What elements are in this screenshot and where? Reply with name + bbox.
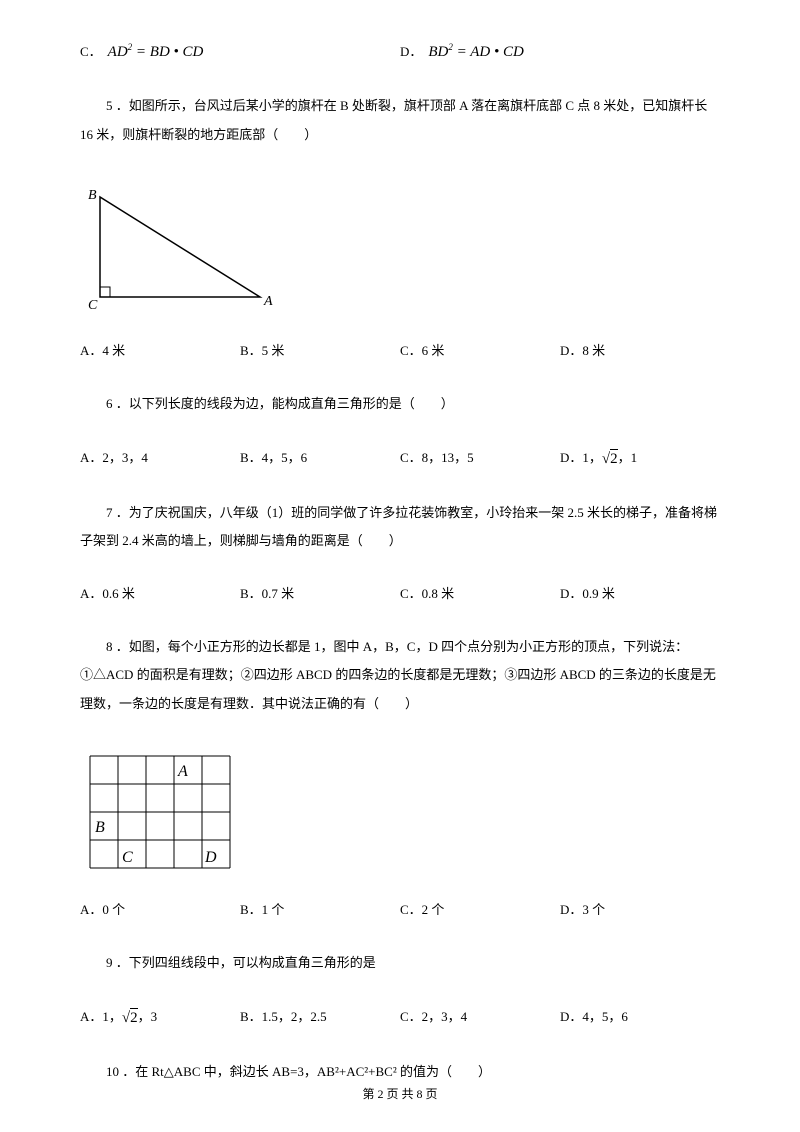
q4-c-formula: AD2 = BD • CD: [108, 40, 204, 64]
q8-grid-svg: A B C D: [80, 746, 240, 876]
q9-opt-b: B．1.5，2，2.5: [240, 1006, 400, 1030]
q5-opt-c: C．6 米: [400, 341, 560, 362]
q5-label-b: B: [88, 188, 97, 203]
q5-label-c: C: [88, 298, 98, 313]
q6-text: 6 ．以下列长度的线段为边，能构成直角三角形的是（ ）: [80, 390, 720, 419]
q5-label-a: A: [263, 294, 273, 309]
q8-opt-d: D．3 个: [560, 900, 720, 921]
q4-c-label: C．: [80, 42, 102, 63]
q4-option-d: D． BD2 = AD • CD: [400, 40, 720, 64]
q9-options: A．1，2，3 B．1.5，2，2.5 C．2，3，4 D．4，5，6: [80, 1006, 720, 1030]
q10-text: 10 ．在 Rt△ABC 中，斜边长 AB=3，AB²+AC²+BC² 的值为（…: [80, 1058, 720, 1087]
q4-options-cd: C． AD2 = BD • CD D． BD2 = AD • CD: [80, 40, 720, 64]
q8-grid-figure: A B C D: [80, 746, 720, 880]
q7-opt-c: C．0.8 米: [400, 584, 560, 605]
q6-opt-c: C．8，13，5: [400, 447, 560, 471]
q8-opt-c: C．2 个: [400, 900, 560, 921]
q6-opt-b: B．4，5，6: [240, 447, 400, 471]
q9-opt-a: A．1，2，3: [80, 1006, 240, 1030]
q5-opt-a: A．4 米: [80, 341, 240, 362]
q8-label-c: C: [122, 849, 133, 866]
q7-opt-a: A．0.6 米: [80, 584, 240, 605]
q7-text: 7 ．为了庆祝国庆，八年级（1）班的同学做了许多拉花装饰教室，小玲抬来一架 2.…: [80, 499, 720, 556]
q5-text: 5 ．如图所示，台风过后某小学的旗杆在 B 处断裂，旗杆顶部 A 落在离旗杆底部…: [80, 92, 720, 149]
q5-opt-b: B．5 米: [240, 341, 400, 362]
q8-opt-a: A．0 个: [80, 900, 240, 921]
q5-triangle-figure: B C A: [80, 177, 720, 321]
q6-options: A．2，3，4 B．4，5，6 C．8，13，5 D．1，2，1: [80, 447, 720, 471]
sqrt-icon: 2: [602, 447, 618, 471]
q5-options: A．4 米 B．5 米 C．6 米 D．8 米: [80, 341, 720, 362]
q9-text: 9 ．下列四组线段中，可以构成直角三角形的是: [80, 949, 720, 978]
q8-label-d: D: [204, 849, 217, 866]
q4-d-label: D．: [400, 42, 422, 63]
q9-opt-c: C．2，3，4: [400, 1006, 560, 1030]
q8-options: A．0 个 B．1 个 C．2 个 D．3 个: [80, 900, 720, 921]
q6-opt-a: A．2，3，4: [80, 447, 240, 471]
q7-opt-b: B．0.7 米: [240, 584, 400, 605]
q6-opt-d: D．1，2，1: [560, 447, 720, 471]
q5-opt-d: D．8 米: [560, 341, 720, 362]
q8-label-b: B: [95, 819, 105, 836]
q5-triangle-svg: B C A: [80, 177, 280, 317]
q8-label-a: A: [177, 763, 188, 780]
q8-opt-b: B．1 个: [240, 900, 400, 921]
sqrt-icon: 2: [122, 1006, 138, 1030]
q4-d-formula: BD2 = AD • CD: [428, 40, 523, 64]
q7-opt-d: D．0.9 米: [560, 584, 720, 605]
q7-options: A．0.6 米 B．0.7 米 C．0.8 米 D．0.9 米: [80, 584, 720, 605]
q4-option-c: C． AD2 = BD • CD: [80, 40, 400, 64]
page-footer: 第 2 页 共 8 页: [0, 1085, 800, 1102]
q9-opt-d: D．4，5，6: [560, 1006, 720, 1030]
q8-text: 8 ．如图，每个小正方形的边长都是 1，图中 A，B，C，D 四个点分别为小正方…: [80, 633, 720, 719]
